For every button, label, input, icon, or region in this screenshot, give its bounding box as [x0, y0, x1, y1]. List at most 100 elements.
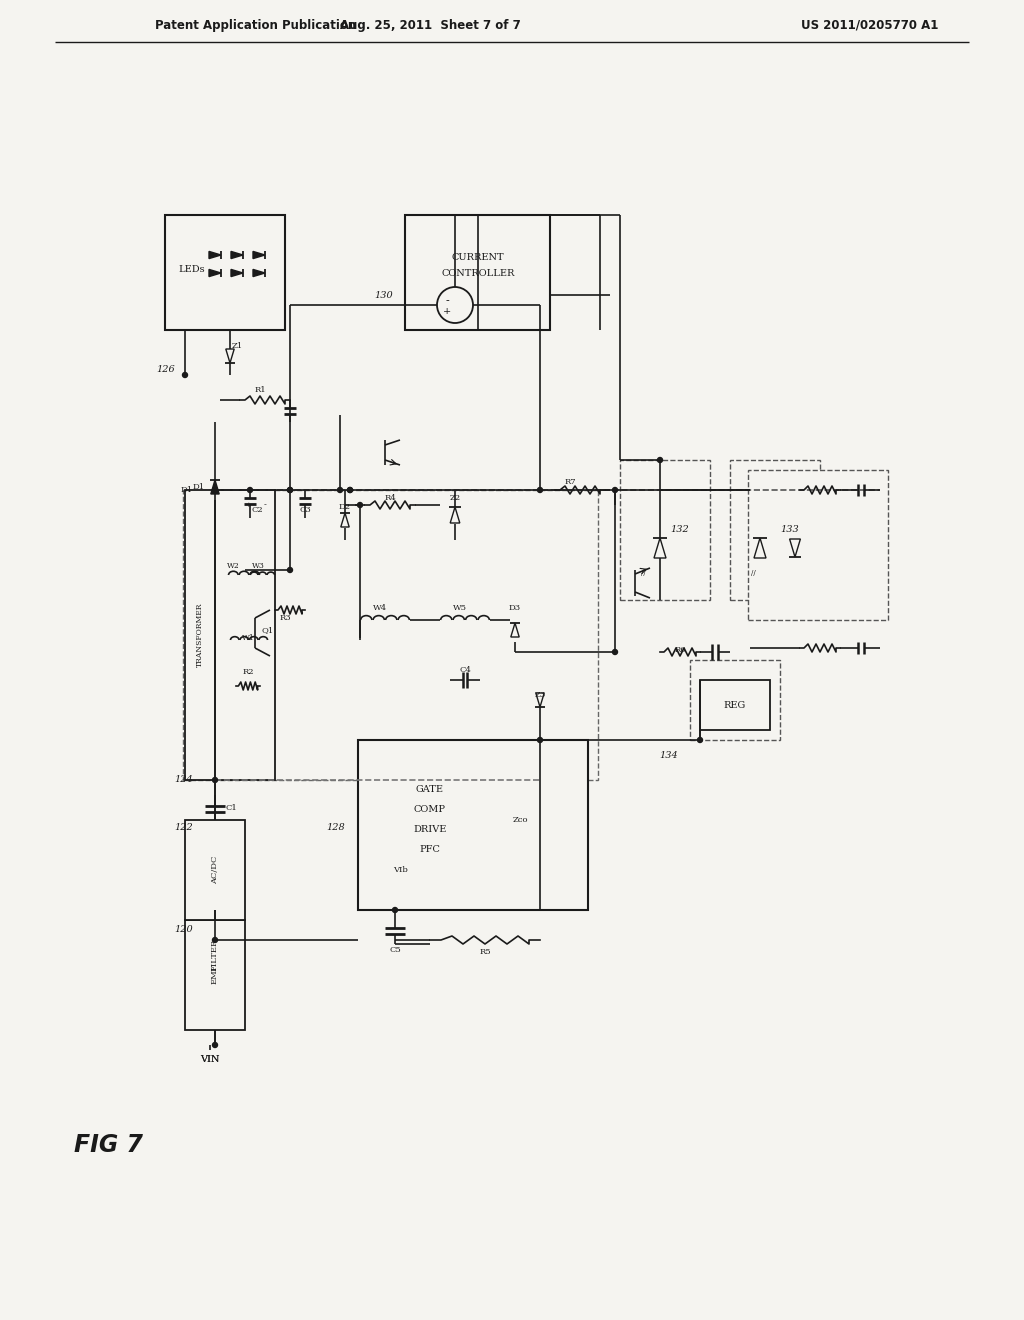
- Text: D1: D1: [181, 486, 193, 494]
- Text: VIN: VIN: [201, 1056, 220, 1064]
- Text: 128: 128: [327, 824, 345, 833]
- Text: +: +: [245, 502, 251, 510]
- Text: C4: C4: [459, 667, 471, 675]
- Text: Z3: Z3: [535, 690, 546, 700]
- Bar: [748, 470, 888, 620]
- Text: R6: R6: [674, 645, 686, 653]
- Circle shape: [288, 568, 293, 573]
- Text: D3: D3: [509, 605, 521, 612]
- Text: REG: REG: [724, 701, 746, 710]
- Text: 132: 132: [671, 525, 689, 535]
- Text: Q1: Q1: [262, 626, 274, 634]
- Text: 130: 130: [374, 290, 393, 300]
- Circle shape: [538, 487, 543, 492]
- Text: GATE: GATE: [416, 785, 444, 795]
- Bar: [185, 920, 245, 1030]
- Polygon shape: [511, 623, 519, 638]
- Text: AC/DC: AC/DC: [211, 855, 219, 884]
- Bar: [185, 490, 275, 780]
- Text: CONTROLLER: CONTROLLER: [441, 268, 515, 277]
- Circle shape: [213, 1043, 217, 1048]
- Text: R5: R5: [479, 948, 490, 956]
- Text: R1: R1: [254, 385, 266, 393]
- Circle shape: [612, 487, 617, 492]
- Text: C5: C5: [389, 946, 400, 954]
- Bar: [183, 490, 598, 780]
- Circle shape: [248, 487, 253, 492]
- Bar: [620, 459, 710, 601]
- Bar: [165, 215, 285, 330]
- Polygon shape: [451, 507, 460, 523]
- Text: Z1: Z1: [231, 342, 243, 350]
- Text: R4: R4: [384, 494, 396, 502]
- Bar: [358, 741, 588, 909]
- Polygon shape: [341, 513, 349, 527]
- Polygon shape: [211, 480, 219, 494]
- Text: 120: 120: [174, 925, 193, 935]
- Bar: [700, 680, 770, 730]
- Circle shape: [697, 738, 702, 742]
- Text: 133: 133: [780, 525, 800, 535]
- Text: VIb: VIb: [392, 866, 408, 874]
- Text: //: //: [641, 569, 645, 577]
- Polygon shape: [231, 269, 243, 277]
- Circle shape: [357, 503, 362, 507]
- Text: 126: 126: [157, 366, 175, 375]
- Text: COMP: COMP: [414, 805, 446, 814]
- Circle shape: [347, 487, 352, 492]
- Text: Zco: Zco: [512, 816, 527, 824]
- Circle shape: [213, 777, 217, 783]
- Text: Z2: Z2: [450, 494, 461, 502]
- Circle shape: [288, 487, 293, 492]
- Text: R7: R7: [564, 478, 575, 486]
- Circle shape: [338, 487, 342, 492]
- Polygon shape: [209, 251, 221, 259]
- Bar: [730, 459, 820, 601]
- Circle shape: [612, 649, 617, 655]
- Text: R2: R2: [243, 668, 254, 676]
- Text: +: +: [442, 306, 452, 315]
- Text: Patent Application Publication: Patent Application Publication: [155, 18, 356, 32]
- Text: DRIVE: DRIVE: [414, 825, 446, 834]
- Text: FIG 7: FIG 7: [74, 1133, 142, 1158]
- Polygon shape: [226, 348, 234, 363]
- Text: //: //: [751, 569, 756, 577]
- Circle shape: [347, 487, 352, 492]
- Polygon shape: [754, 539, 766, 558]
- Bar: [185, 820, 245, 920]
- Circle shape: [213, 937, 217, 942]
- Text: W5: W5: [453, 605, 467, 612]
- Text: FILTER: FILTER: [211, 939, 219, 972]
- Text: W3: W3: [252, 562, 264, 570]
- Circle shape: [538, 738, 543, 742]
- Text: US 2011/0205770 A1: US 2011/0205770 A1: [802, 18, 939, 32]
- Bar: [690, 660, 780, 741]
- Text: VIN: VIN: [201, 1056, 220, 1064]
- Polygon shape: [790, 539, 801, 557]
- Circle shape: [288, 487, 293, 492]
- Circle shape: [392, 908, 397, 912]
- Polygon shape: [231, 251, 243, 259]
- Polygon shape: [654, 539, 666, 558]
- Text: C1: C1: [226, 804, 238, 812]
- Text: CURRENT: CURRENT: [452, 253, 504, 263]
- Text: 124: 124: [174, 776, 193, 784]
- Text: EMI: EMI: [211, 966, 219, 985]
- Text: W4: W4: [373, 605, 387, 612]
- Text: -: -: [445, 296, 449, 306]
- Circle shape: [182, 372, 187, 378]
- Text: Aug. 25, 2011  Sheet 7 of 7: Aug. 25, 2011 Sheet 7 of 7: [340, 18, 520, 32]
- Text: W2: W2: [226, 562, 240, 570]
- Text: PFC: PFC: [420, 846, 440, 854]
- Text: W1: W1: [242, 634, 254, 642]
- Bar: [406, 215, 550, 330]
- Text: C2: C2: [251, 506, 263, 513]
- Text: 122: 122: [174, 824, 193, 833]
- Text: 134: 134: [659, 751, 678, 759]
- Text: R3: R3: [280, 614, 291, 622]
- Circle shape: [213, 487, 217, 492]
- Text: C3: C3: [299, 506, 311, 513]
- Text: -: -: [263, 502, 266, 510]
- Text: D2: D2: [339, 503, 351, 511]
- Polygon shape: [209, 269, 221, 277]
